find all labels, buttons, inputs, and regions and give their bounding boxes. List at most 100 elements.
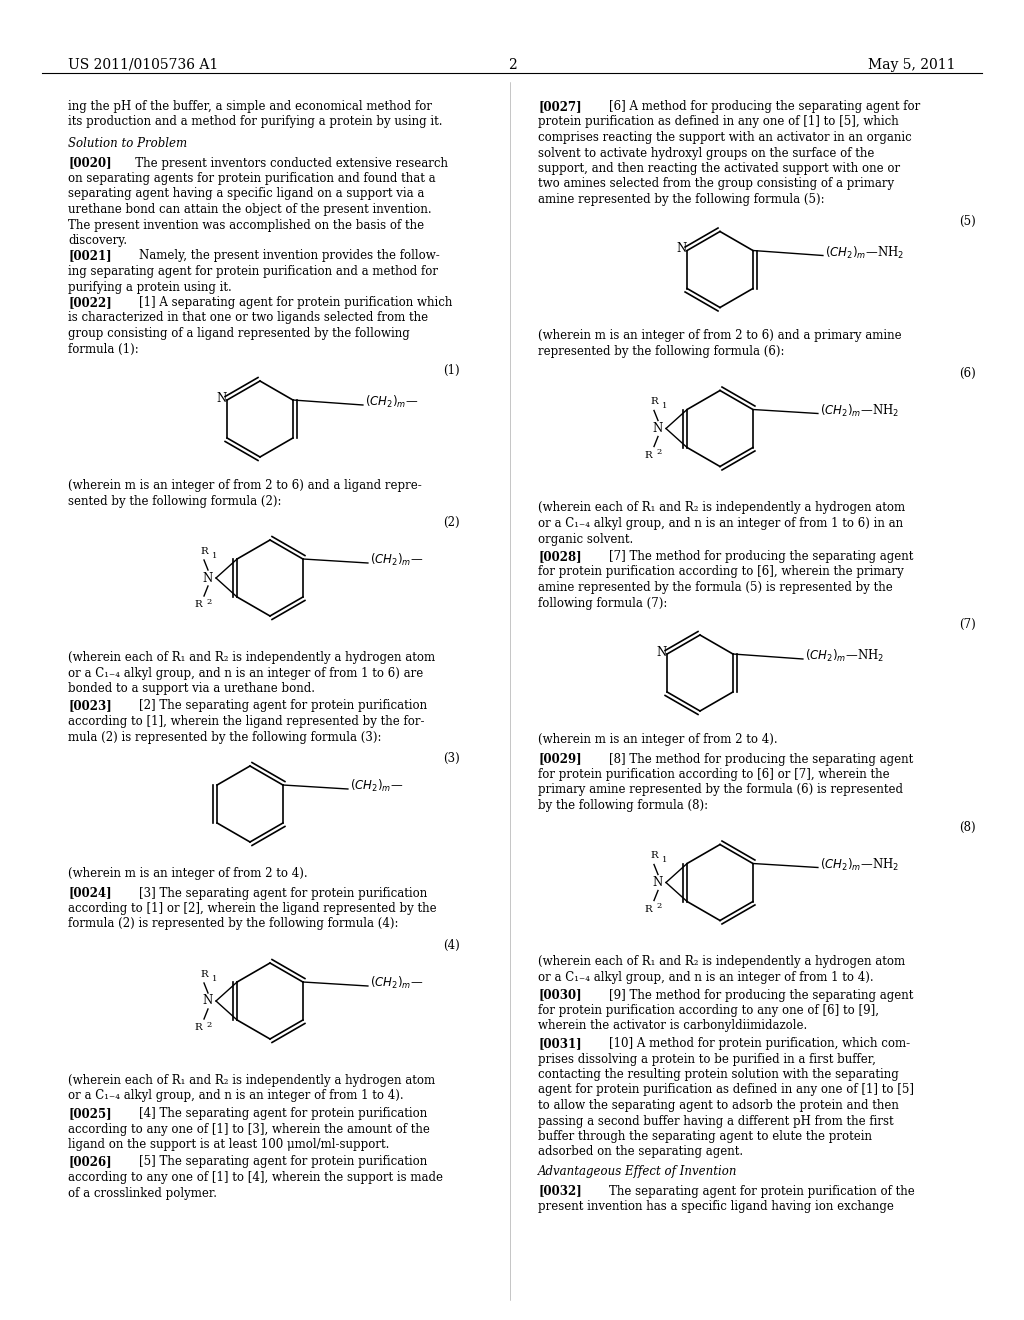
Text: is characterized in that one or two ligands selected from the: is characterized in that one or two liga… — [68, 312, 428, 325]
Text: organic solvent.: organic solvent. — [538, 532, 633, 545]
Text: sented by the following formula (2):: sented by the following formula (2): — [68, 495, 282, 507]
Text: 2: 2 — [508, 58, 516, 73]
Text: $(CH_2)_m$—NH$_2$: $(CH_2)_m$—NH$_2$ — [805, 648, 884, 664]
Text: 1: 1 — [212, 975, 217, 983]
Text: N: N — [216, 392, 226, 404]
Text: solvent to activate hydroxyl groups on the surface of the: solvent to activate hydroxyl groups on t… — [538, 147, 874, 160]
Text: (8): (8) — [959, 821, 976, 833]
Text: [0021]: [0021] — [68, 249, 112, 263]
Text: for protein purification according to [6] or [7], wherein the: for protein purification according to [6… — [538, 768, 890, 781]
Text: (2): (2) — [443, 516, 460, 529]
Text: present invention has a specific ligand having ion exchange: present invention has a specific ligand … — [538, 1200, 894, 1213]
Text: 2: 2 — [206, 1020, 211, 1030]
Text: The separating agent for protein purification of the: The separating agent for protein purific… — [594, 1184, 914, 1197]
Text: [5] The separating agent for protein purification: [5] The separating agent for protein pur… — [124, 1155, 427, 1168]
Text: its production and a method for purifying a protein by using it.: its production and a method for purifyin… — [68, 116, 442, 128]
Text: [7] The method for producing the separating agent: [7] The method for producing the separat… — [594, 550, 913, 564]
Text: [8] The method for producing the separating agent: [8] The method for producing the separat… — [594, 752, 913, 766]
Text: (3): (3) — [443, 752, 460, 766]
Text: according to [1], wherein the ligand represented by the for-: according to [1], wherein the ligand rep… — [68, 715, 425, 729]
Text: [0032]: [0032] — [538, 1184, 582, 1197]
Text: according to any one of [1] to [4], wherein the support is made: according to any one of [1] to [4], wher… — [68, 1171, 443, 1184]
Text: amine represented by the formula (5) is represented by the: amine represented by the formula (5) is … — [538, 581, 893, 594]
Text: [0023]: [0023] — [68, 700, 112, 713]
Text: (wherein each of R₁ and R₂ is independently a hydrogen atom: (wherein each of R₁ and R₂ is independen… — [538, 502, 905, 515]
Text: Advantageous Effect of Invention: Advantageous Effect of Invention — [538, 1166, 737, 1177]
Text: R: R — [194, 601, 202, 609]
Text: agent for protein purification as defined in any one of [1] to [5]: agent for protein purification as define… — [538, 1084, 914, 1097]
Text: according to [1] or [2], wherein the ligand represented by the: according to [1] or [2], wherein the lig… — [68, 902, 436, 915]
Text: The present invention was accomplished on the basis of the: The present invention was accomplished o… — [68, 219, 424, 231]
Text: N: N — [676, 242, 686, 255]
Text: (6): (6) — [959, 367, 976, 380]
Text: (5): (5) — [959, 214, 976, 227]
Text: mula (2) is represented by the following formula (3):: mula (2) is represented by the following… — [68, 730, 382, 743]
Text: [3] The separating agent for protein purification: [3] The separating agent for protein pur… — [124, 887, 427, 899]
Text: according to any one of [1] to [3], wherein the amount of the: according to any one of [1] to [3], wher… — [68, 1122, 430, 1135]
Text: R: R — [650, 851, 657, 861]
Text: represented by the following formula (6):: represented by the following formula (6)… — [538, 345, 784, 358]
Text: comprises reacting the support with an activator in an organic: comprises reacting the support with an a… — [538, 131, 911, 144]
Text: ing separating agent for protein purification and a method for: ing separating agent for protein purific… — [68, 265, 438, 279]
Text: N: N — [203, 572, 213, 585]
Text: separating agent having a specific ligand on a support via a: separating agent having a specific ligan… — [68, 187, 424, 201]
Text: R: R — [644, 450, 651, 459]
Text: May 5, 2011: May 5, 2011 — [868, 58, 956, 73]
Text: purifying a protein using it.: purifying a protein using it. — [68, 281, 231, 293]
Text: or a C₁₋₄ alkyl group, and n is an integer of from 1 to 6) are: or a C₁₋₄ alkyl group, and n is an integ… — [68, 667, 423, 680]
Text: R: R — [200, 970, 208, 979]
Text: discovery.: discovery. — [68, 234, 127, 247]
Text: The present inventors conducted extensive research: The present inventors conducted extensiv… — [124, 157, 449, 169]
Text: (wherein each of R₁ and R₂ is independently a hydrogen atom: (wherein each of R₁ and R₂ is independen… — [68, 1074, 435, 1086]
Text: 1: 1 — [662, 857, 668, 865]
Text: formula (1):: formula (1): — [68, 342, 138, 355]
Text: formula (2) is represented by the following formula (4):: formula (2) is represented by the follow… — [68, 917, 398, 931]
Text: [9] The method for producing the separating agent: [9] The method for producing the separat… — [594, 989, 913, 1002]
Text: [0020]: [0020] — [68, 157, 112, 169]
Text: wherein the activator is carbonyldiimidazole.: wherein the activator is carbonyldiimida… — [538, 1019, 807, 1032]
Text: $(CH_2)_m$—: $(CH_2)_m$— — [365, 393, 419, 411]
Text: 1: 1 — [662, 403, 668, 411]
Text: group consisting of a ligand represented by the following: group consisting of a ligand represented… — [68, 327, 410, 341]
Text: R: R — [194, 1023, 202, 1032]
Text: (wherein m is an integer of from 2 to 4).: (wherein m is an integer of from 2 to 4)… — [68, 867, 307, 880]
Text: [0031]: [0031] — [538, 1038, 582, 1049]
Text: (wherein each of R₁ and R₂ is independently a hydrogen atom: (wherein each of R₁ and R₂ is independen… — [538, 956, 905, 969]
Text: (wherein m is an integer of from 2 to 6) and a ligand repre-: (wherein m is an integer of from 2 to 6)… — [68, 479, 422, 492]
Text: prises dissolving a protein to be purified in a first buffer,: prises dissolving a protein to be purifi… — [538, 1052, 876, 1065]
Text: or a C₁₋₄ alkyl group, and n is an integer of from 1 to 4).: or a C₁₋₄ alkyl group, and n is an integ… — [68, 1089, 403, 1102]
Text: following formula (7):: following formula (7): — [538, 597, 668, 610]
Text: 2: 2 — [656, 903, 662, 911]
Text: N: N — [203, 994, 213, 1007]
Text: $(CH_2)_m$—NH$_2$: $(CH_2)_m$—NH$_2$ — [820, 857, 899, 873]
Text: to allow the separating agent to adsorb the protein and then: to allow the separating agent to adsorb … — [538, 1100, 899, 1111]
Text: [0022]: [0022] — [68, 296, 112, 309]
Text: $(CH_2)_m$—NH$_2$: $(CH_2)_m$—NH$_2$ — [825, 244, 904, 260]
Text: protein purification as defined in any one of [1] to [5], which: protein purification as defined in any o… — [538, 116, 899, 128]
Text: $(CH_2)_m$—: $(CH_2)_m$— — [350, 777, 403, 795]
Text: R: R — [200, 546, 208, 556]
Text: on separating agents for protein purification and found that a: on separating agents for protein purific… — [68, 172, 435, 185]
Text: 2: 2 — [656, 449, 662, 457]
Text: [0025]: [0025] — [68, 1107, 112, 1119]
Text: R: R — [650, 397, 657, 407]
Text: N: N — [656, 645, 667, 659]
Text: [0028]: [0028] — [538, 550, 582, 564]
Text: passing a second buffer having a different pH from the first: passing a second buffer having a differe… — [538, 1114, 894, 1127]
Text: [0027]: [0027] — [538, 100, 582, 114]
Text: (wherein m is an integer of from 2 to 4).: (wherein m is an integer of from 2 to 4)… — [538, 733, 777, 746]
Text: of a crosslinked polymer.: of a crosslinked polymer. — [68, 1187, 217, 1200]
Text: bonded to a support via a urethane bond.: bonded to a support via a urethane bond. — [68, 682, 315, 696]
Text: [6] A method for producing the separating agent for: [6] A method for producing the separatin… — [594, 100, 921, 114]
Text: two amines selected from the group consisting of a primary: two amines selected from the group consi… — [538, 177, 894, 190]
Text: (wherein m is an integer of from 2 to 6) and a primary amine: (wherein m is an integer of from 2 to 6)… — [538, 330, 901, 342]
Text: for protein purification according to any one of [6] to [9],: for protein purification according to an… — [538, 1005, 879, 1016]
Text: (1): (1) — [443, 364, 460, 378]
Text: for protein purification according to [6], wherein the primary: for protein purification according to [6… — [538, 565, 904, 578]
Text: (4): (4) — [443, 939, 460, 952]
Text: [0024]: [0024] — [68, 887, 112, 899]
Text: $(CH_2)_m$—NH$_2$: $(CH_2)_m$—NH$_2$ — [820, 403, 899, 418]
Text: [2] The separating agent for protein purification: [2] The separating agent for protein pur… — [124, 700, 427, 713]
Text: [0026]: [0026] — [68, 1155, 112, 1168]
Text: by the following formula (8):: by the following formula (8): — [538, 799, 709, 812]
